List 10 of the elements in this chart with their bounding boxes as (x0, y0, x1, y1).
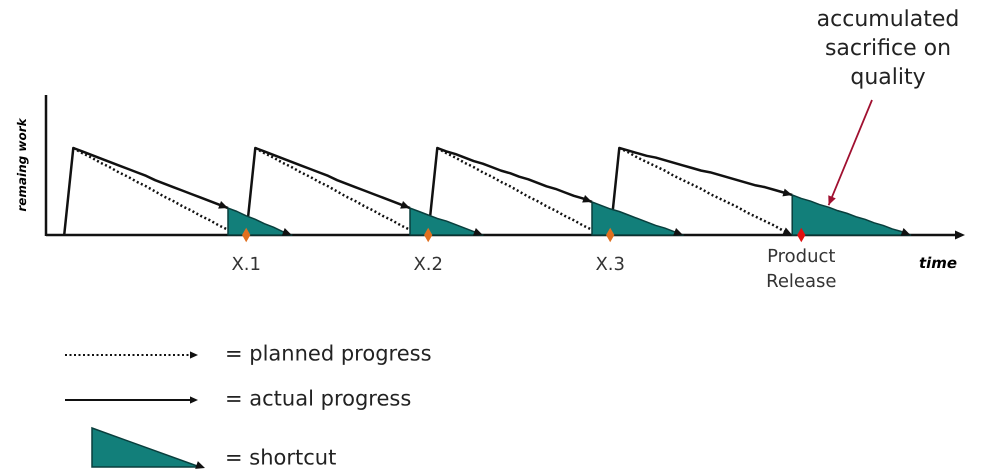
legend-label: = planned progress (225, 342, 432, 366)
y-axis-title: remaing work (15, 117, 29, 212)
text: accumulated sacrifice on quality (816, 7, 960, 90)
x-tick-label: Product Release (766, 246, 836, 292)
x-tick-label: X.1 (231, 254, 261, 275)
legend-label: = actual progress (225, 386, 412, 411)
legend-label: = shortcut (225, 446, 336, 470)
x-tick-label: X.3 (595, 254, 625, 275)
x-tick-label: X.2 (413, 254, 443, 275)
x-axis-title: time (918, 254, 958, 272)
